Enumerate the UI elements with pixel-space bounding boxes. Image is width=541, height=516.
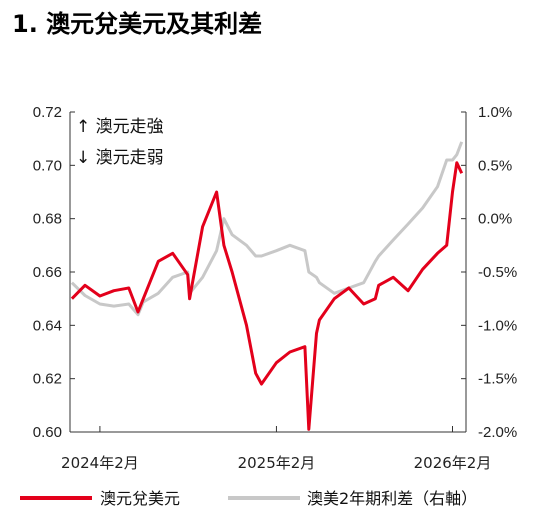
- x-tick-label: 2025年2月: [238, 454, 316, 472]
- y-right-tick-label: -0.5%: [478, 264, 517, 281]
- y-right-tick-label: 0.5%: [478, 157, 512, 174]
- y-right-tick-label: -2.0%: [478, 424, 517, 441]
- y-left-tick-label: 0.72: [33, 104, 62, 121]
- y-left-tick-label: 0.68: [33, 211, 62, 228]
- y-right-tick-label: 1.0%: [478, 104, 512, 121]
- x-tick-label: 2026年2月: [414, 454, 492, 472]
- annotation-aud-stronger: ↑ 澳元走強: [76, 117, 164, 137]
- y-right-tick-label: 0.0%: [478, 211, 512, 228]
- annotation-aud-weaker: ↓ 澳元走弱: [76, 148, 164, 168]
- y-left-tick-label: 0.62: [33, 371, 62, 388]
- x-tick-label: 2024年2月: [61, 454, 139, 472]
- y-left-tick-label: 0.66: [33, 264, 62, 281]
- legend-label-aud-usd: 澳元兌美元: [100, 489, 180, 508]
- y-left-tick-label: 0.64: [33, 317, 62, 334]
- y-left-tick-label: 0.70: [33, 157, 62, 174]
- legend-label-rate-spread: 澳美2年期利差（右軸）: [307, 489, 477, 508]
- y-left-tick-label: 0.60: [33, 424, 62, 441]
- series-aud-usd-line: [70, 161, 464, 431]
- y-right-tick-label: -1.5%: [478, 371, 517, 388]
- chart-title: 1. 澳元兌美元及其利差: [12, 10, 263, 38]
- y-right-tick-label: -1.0%: [478, 317, 517, 334]
